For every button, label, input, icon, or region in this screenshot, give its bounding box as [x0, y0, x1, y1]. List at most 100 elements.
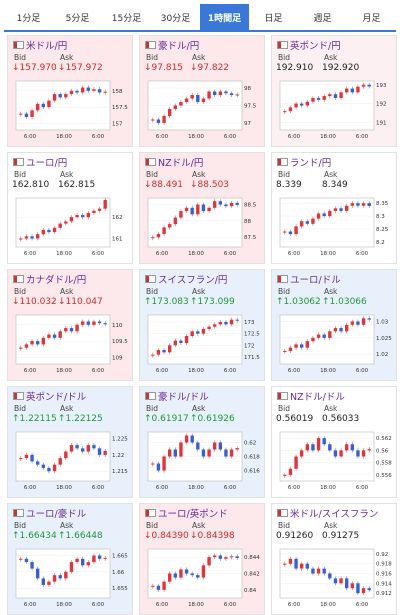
ask-value: ↑173.099 — [190, 297, 235, 307]
candle — [322, 96, 326, 100]
y-tick-label: 171.5 — [244, 355, 260, 361]
rate-tile[interactable]: ユーロ/円 Bid Ask 162.810 162.815 162 161 6:00 18:00… — [7, 152, 133, 264]
candle — [58, 575, 62, 579]
candle — [196, 575, 200, 578]
candle — [283, 231, 287, 233]
pair-name[interactable]: 豪ドル/円 — [158, 41, 200, 52]
mini-chart: 162 161 6:00 18:00 6:00 — [15, 197, 123, 257]
rate-tile[interactable]: スイスフラン/円 Bid Ask ↑173.083 ↑173.099 173 172.5 17… — [139, 269, 265, 381]
rate-tile[interactable]: 米ドル/円 Bid Ask ↓157.970 ↓157.972 158 157.5 157 6:… — [7, 35, 133, 147]
bid-label: Bid — [146, 521, 158, 530]
pair-name[interactable]: 豪ドル/ドル — [158, 392, 209, 403]
tab[interactable]: 15分足 — [111, 13, 142, 24]
y-tick-label: 1.655 — [112, 586, 128, 592]
rate-tile[interactable]: ユーロ/豪ドル Bid Ask ↑1.66434 ↑1.66448 1.665 1.66 1.… — [7, 503, 133, 615]
rate-tile[interactable]: ユーロ/ドル Bid Ask ↑1.03062 ↑1.03066 1.03 1.025 1.0… — [271, 269, 397, 381]
rate-tile[interactable]: 豪ドル/ドル Bid Ask ↑0.61917 ↑0.61926 0.62 0.618 0.6… — [139, 386, 265, 498]
tab[interactable]: 週足 — [313, 13, 332, 24]
y-tick-label: 192 — [376, 102, 387, 108]
plot-area — [15, 431, 111, 482]
pair-name[interactable]: 米ドル/円 — [26, 41, 68, 52]
mini-chart: 0.92 0.918 0.916 0.914 0.912 6:00 18:00 6:00 — [279, 548, 392, 608]
pair-name[interactable]: ランド/円 — [290, 158, 332, 169]
candle — [224, 557, 228, 559]
tab[interactable]: 30分足 — [160, 13, 191, 24]
y-tick-label: 109 — [112, 355, 123, 361]
candle — [168, 109, 172, 116]
y-tick-label: 191 — [376, 120, 387, 126]
bid-value: 0.91260 — [276, 531, 314, 541]
tab[interactable]: 日足 — [264, 13, 283, 24]
tab[interactable]: 5分足 — [65, 13, 90, 24]
candle — [196, 331, 200, 334]
pair-name[interactable]: ユーロ/円 — [26, 158, 68, 169]
candle — [36, 234, 40, 239]
candle — [294, 344, 298, 348]
ask-value: 8.349 — [322, 180, 348, 190]
rate-tile[interactable]: ランド/円 Bid Ask 8.339 8.349 8.35 8.3 8.25 8.2 6:00 1… — [271, 152, 397, 264]
pair-name[interactable]: 英ポンド/ドル — [26, 392, 87, 403]
candle — [339, 450, 343, 457]
candle — [151, 119, 155, 121]
candle — [52, 575, 57, 582]
rate-tile[interactable]: 豪ドル/円 Bid Ask ↓97.815 ↓97.822 98 97.5 97 6:00 18:… — [139, 35, 265, 147]
pair-name[interactable]: NZドル/円 — [158, 158, 204, 169]
pair-name[interactable]: ユーロ/豪ドル — [26, 509, 87, 520]
candle — [339, 92, 343, 98]
y-tick-label: 0.92 — [376, 552, 388, 558]
candle — [300, 450, 304, 457]
x-tick-label: 6:00 — [356, 602, 369, 608]
rate-tile[interactable]: ユーロ/英ポンド Bid Ask ↓0.84390 ↓0.84398 0.844 0.842… — [139, 503, 265, 615]
candle — [168, 449, 172, 457]
pair-name[interactable]: ユーロ/英ポンド — [158, 509, 228, 520]
pair-name[interactable]: 米ドル/スイスフラン — [290, 509, 379, 520]
y-tick-label: 1.22 — [112, 453, 124, 459]
candle — [81, 215, 85, 218]
pair-name[interactable]: NZドル/ドル — [290, 392, 345, 403]
x-tick-label: 18:00 — [320, 602, 336, 608]
rate-tile[interactable]: 英ポンド/円 Bid Ask 192.910 192.920 193 192 191 6:00 1… — [271, 35, 397, 147]
pair-name[interactable]: スイスフラン/円 — [158, 275, 228, 286]
candle — [179, 442, 183, 457]
candle — [201, 449, 206, 457]
tab[interactable]: 1時間足 — [200, 4, 249, 30]
ask-value: ↓157.972 — [58, 63, 103, 73]
candle — [235, 448, 239, 450]
candle — [190, 573, 194, 576]
x-tick-label: 6:00 — [288, 602, 301, 608]
x-tick-label: 6:00 — [356, 485, 369, 491]
candle — [190, 95, 194, 99]
tab[interactable]: 1分足 — [16, 13, 41, 24]
rate-tile[interactable]: 米ドル/スイスフラン Bid Ask 0.91260 0.91275 0.92 0.918 0… — [271, 503, 397, 615]
candle — [179, 569, 183, 578]
candle — [345, 578, 349, 589]
pair-name[interactable]: 英ポンド/円 — [290, 41, 341, 52]
rate-tile[interactable]: NZドル/ドル Bid Ask 0.56019 0.56033 0.562 0.56 0.55… — [271, 386, 397, 498]
ask-label: Ask — [324, 287, 338, 296]
candle — [75, 215, 79, 218]
y-tick-label: 1.215 — [112, 469, 128, 475]
mini-chart: 1.225 1.22 1.215 6:00 18:00 6:00 — [15, 431, 128, 491]
candle — [179, 340, 183, 343]
ask-value: 192.920 — [322, 63, 360, 73]
candle — [361, 450, 366, 457]
tab[interactable]: 月足 — [362, 13, 381, 24]
rate-tile[interactable]: NZドル/円 Bid Ask ↓88.491 ↓88.503 88.5 88 87.5 6:00… — [139, 152, 265, 264]
pair-name[interactable]: ユーロ/ドル — [290, 275, 341, 286]
candle — [350, 583, 354, 589]
rate-tile[interactable]: カナダドル/円 Bid Ask ↓110.032 ↓110.047 110 109.5 109… — [7, 269, 133, 381]
candle — [196, 95, 200, 102]
y-tick-label: 162 — [112, 215, 123, 221]
candle — [229, 93, 234, 95]
mini-chart: 110 109.5 109 6:00 18:00 6:00 — [15, 314, 128, 374]
candle — [184, 98, 189, 102]
ask-value: ↑1.66448 — [58, 531, 103, 541]
y-tick-label: 161 — [112, 236, 123, 242]
x-tick-label: 18:00 — [188, 134, 204, 140]
candle — [81, 87, 85, 93]
x-tick-label: 6:00 — [92, 251, 105, 257]
rate-tile[interactable]: 英ポンド/ドル Bid Ask ↑1.22115 ↑1.22125 1.225 1.22 1.… — [7, 386, 133, 498]
pair-name[interactable]: カナダドル/円 — [26, 275, 87, 286]
bid-value: ↑1.22115 — [12, 414, 57, 424]
candle — [36, 103, 40, 111]
